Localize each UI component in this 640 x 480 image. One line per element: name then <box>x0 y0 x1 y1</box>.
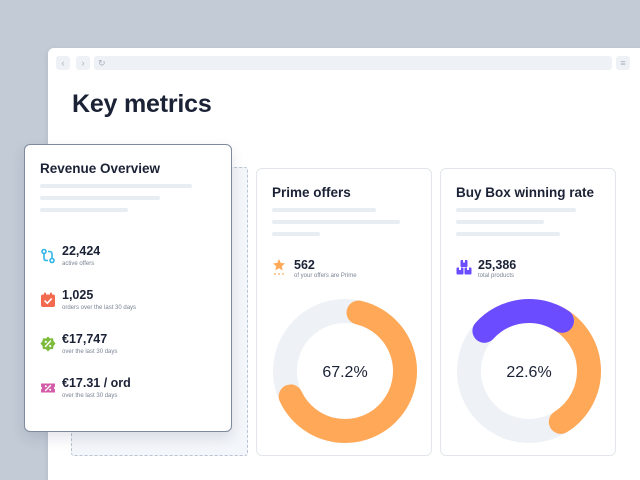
metric-active-offers: 22,424 active offers <box>40 244 225 280</box>
placeholder-line <box>456 232 560 236</box>
chevron-right-icon: › <box>81 58 85 68</box>
card-title: Buy Box winning rate <box>456 185 595 200</box>
stat-value: 562 <box>294 258 315 272</box>
boxes-icon <box>456 260 472 275</box>
placeholder-line <box>40 184 192 188</box>
browser-toolbar: ‹ › ↻ ≡ <box>48 48 640 78</box>
metric-value: 1,025 <box>62 288 94 302</box>
placeholder-line <box>456 208 576 212</box>
donut-value-arc <box>278 300 417 443</box>
metric-value: €17,747 <box>62 332 108 346</box>
forward-button[interactable]: › <box>76 56 90 70</box>
discount-badge-icon <box>40 336 56 352</box>
card-title: Revenue Overview <box>40 161 161 176</box>
metric-label: active offers <box>62 261 95 267</box>
stat-label: of your offers are Prime <box>294 273 357 279</box>
hamburger-icon: ≡ <box>620 58 626 68</box>
buy-box-card[interactable]: Buy Box winning rate 25,386 total produc… <box>440 168 616 456</box>
page-title: Key metrics <box>72 90 212 118</box>
placeholder-line <box>40 196 160 200</box>
chevron-left-icon: ‹ <box>61 58 65 68</box>
metric-average-order: €17.31 / ord over the last 30 days <box>40 376 225 412</box>
metric-revenue: €17,747 over the last 30 days <box>40 332 225 368</box>
placeholder-line <box>456 220 544 224</box>
prime-offers-card[interactable]: Prime offers 562 of your offers are Prim… <box>256 168 432 456</box>
prime-star-icon <box>273 259 285 275</box>
ticket-icon <box>41 383 55 393</box>
metric-orders: 1,025 orders over the last 30 days <box>40 288 225 324</box>
donut-percent: 22.6% <box>506 364 551 381</box>
placeholder-line <box>272 220 400 224</box>
stat-value: 25,386 <box>478 258 517 272</box>
placeholder-line <box>272 232 320 236</box>
donut-percent: 67.2% <box>322 364 367 381</box>
metric-value: €17.31 / ord <box>62 376 131 390</box>
metric-value: 22,424 <box>62 244 101 258</box>
card-title: Prime offers <box>272 185 351 200</box>
placeholder-line <box>272 208 376 212</box>
back-button[interactable]: ‹ <box>56 56 70 70</box>
address-bar[interactable]: ↻ <box>94 56 612 70</box>
offers-icon <box>41 248 55 264</box>
browser-menu-button[interactable]: ≡ <box>616 56 630 70</box>
reload-icon[interactable]: ↻ <box>98 58 106 68</box>
stat-label: total products <box>478 273 515 279</box>
metric-label: over the last 30 days <box>62 393 118 399</box>
calendar-check-icon <box>41 292 55 307</box>
donut-value-arc <box>472 299 574 343</box>
metric-label: orders over the last 30 days <box>62 305 137 311</box>
metric-label: over the last 30 days <box>62 349 118 355</box>
prime-donut-chart: 67.2% <box>273 299 417 443</box>
buy-box-donut-chart: 22.6% <box>457 299 601 443</box>
placeholder-line <box>40 208 128 212</box>
revenue-overview-card[interactable]: Revenue Overview 22,424 active offers 1,… <box>24 144 232 432</box>
